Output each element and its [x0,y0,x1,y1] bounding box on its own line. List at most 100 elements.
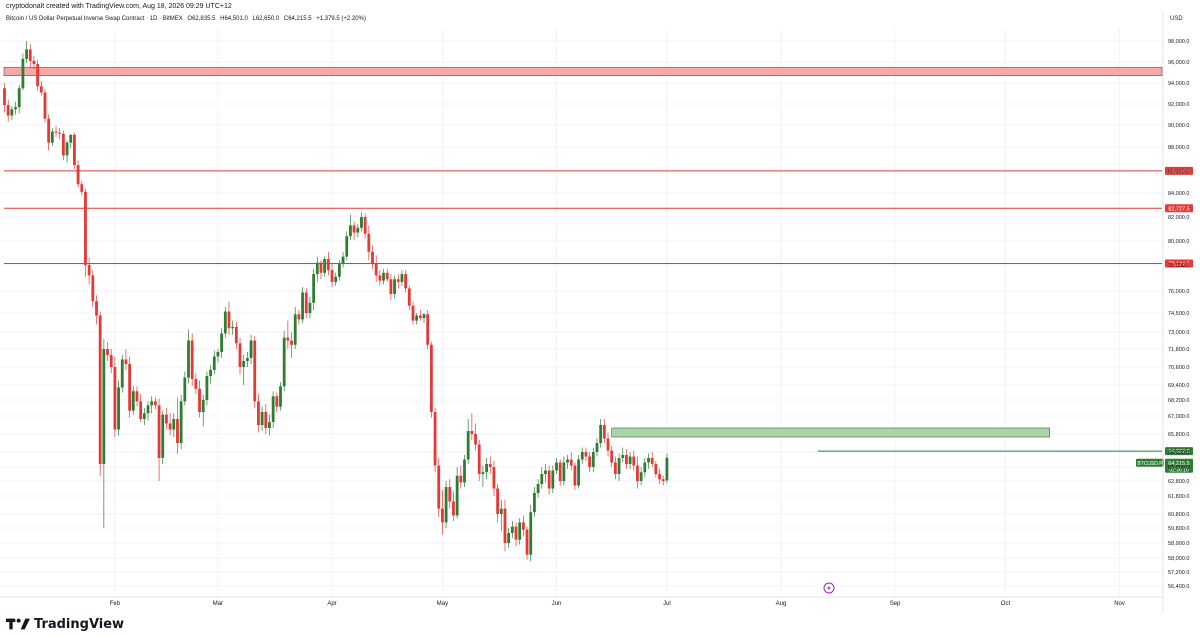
candle-body [544,470,547,474]
candle-body [566,459,569,463]
candle-body [621,455,625,458]
candle-body [643,462,647,473]
candle-body [400,274,404,282]
x-tick-label: Oct [1001,601,1011,607]
candle-body [231,326,235,329]
candle-body [220,333,224,352]
tradingview-logo-icon [6,618,30,630]
candle-body [437,465,441,509]
ohlc-high: H64,501.0 [220,16,248,22]
symbol-title-bar: Bitcoin / US Dollar Perpetual Inverse Sw… [6,16,369,22]
candle-body [345,236,349,257]
candle-body [415,315,419,321]
y-tick-label: 84,000.0 [1168,191,1189,197]
candle-body [562,462,566,481]
candle-body [521,522,525,530]
candle-body [3,88,6,106]
candle-body [404,274,408,289]
candle-body [363,217,367,234]
candle-body [315,262,319,275]
candle-body [411,305,415,321]
event-flag[interactable] [823,582,835,594]
candle-body [352,225,356,233]
candle-body [529,512,533,555]
candle-body [385,272,389,280]
x-tick-label: Feb [110,601,121,607]
candle-body [496,488,500,514]
candle-body [223,311,227,334]
resistance-price-tag [1165,204,1193,213]
candle-body [312,274,316,303]
y-tick-label: 96,000.0 [1168,60,1189,66]
candle-body [21,58,25,89]
candle-body [540,474,544,484]
candle-body [216,352,220,357]
candle-body [518,522,522,540]
candle-body [157,405,161,458]
candle-body [371,251,374,264]
candle-body [69,134,73,143]
support-price-label: 64,662.5 [1168,449,1189,455]
candle-body [444,487,448,523]
zones-layer [3,66,1163,438]
candle-body [323,259,327,273]
candle-body [617,458,621,474]
candle-body [588,456,592,467]
overlay-lines: 86,009.5 82,727.5 78,124.5 64,662.5 BTCUSD.P… [4,166,1193,473]
last-price-tag [1165,458,1193,473]
y-tick-label: 92,000.0 [1168,102,1189,108]
candle-body [599,425,603,443]
candle-body [503,508,507,543]
candle-body [275,396,279,407]
ohlc-close: C64,215.5 [283,16,312,22]
y-tick-label: 59,800.0 [1168,526,1189,532]
y-tick-label: 86,000.0 [1168,169,1189,175]
resistance-price-label: 86,009.5 [1168,169,1189,175]
x-tick-label: Mar [213,601,223,607]
candle-body [227,311,231,329]
support-zone [611,427,1050,438]
tradingview-brand[interactable]: TradingView [6,614,124,634]
candle-body [441,508,444,523]
candle-body [282,337,286,387]
candle-body [628,456,632,464]
candle-body [573,465,577,486]
symbol-title[interactable]: Bitcoin / US Dollar Perpetual Inverse Sw… [6,16,183,22]
candle-body [124,359,128,364]
candle-body [139,401,143,419]
candle-body [466,431,470,460]
y-tick-label: 58,900.0 [1168,541,1189,547]
y-tick-label: 63,600.0 [1168,465,1189,471]
candle-body [374,263,378,276]
resistance-zone [3,66,1163,76]
candle-body [286,337,290,341]
candle-body [569,459,573,466]
y-tick-label: 98,000.0 [1168,39,1189,45]
candle-body [418,315,422,319]
candle-body [378,275,382,281]
candle-body [610,450,614,463]
candle-body [337,263,341,277]
candle-body [98,315,102,464]
candle-body [198,388,201,412]
candle-body [334,276,338,282]
candle-body [165,414,168,424]
candle-body [242,361,246,367]
candle-body [76,165,80,185]
resistance-price-tag [1165,166,1193,175]
candle-body [47,118,51,143]
candle-body [665,457,669,481]
y-tick-label: 67,000.0 [1168,414,1189,420]
candle-body [533,493,536,513]
candle-body [510,526,514,533]
candle-body [234,326,238,344]
price-axis-currency: USD [1170,16,1183,22]
candle-body [319,262,323,273]
candle-body [326,259,330,271]
symbol-tag-label: BTCUSD.P [1137,461,1163,467]
candle-body [463,459,466,483]
candle-body [636,465,639,481]
candles-layer[interactable] [3,41,669,562]
candle-body [117,387,120,430]
